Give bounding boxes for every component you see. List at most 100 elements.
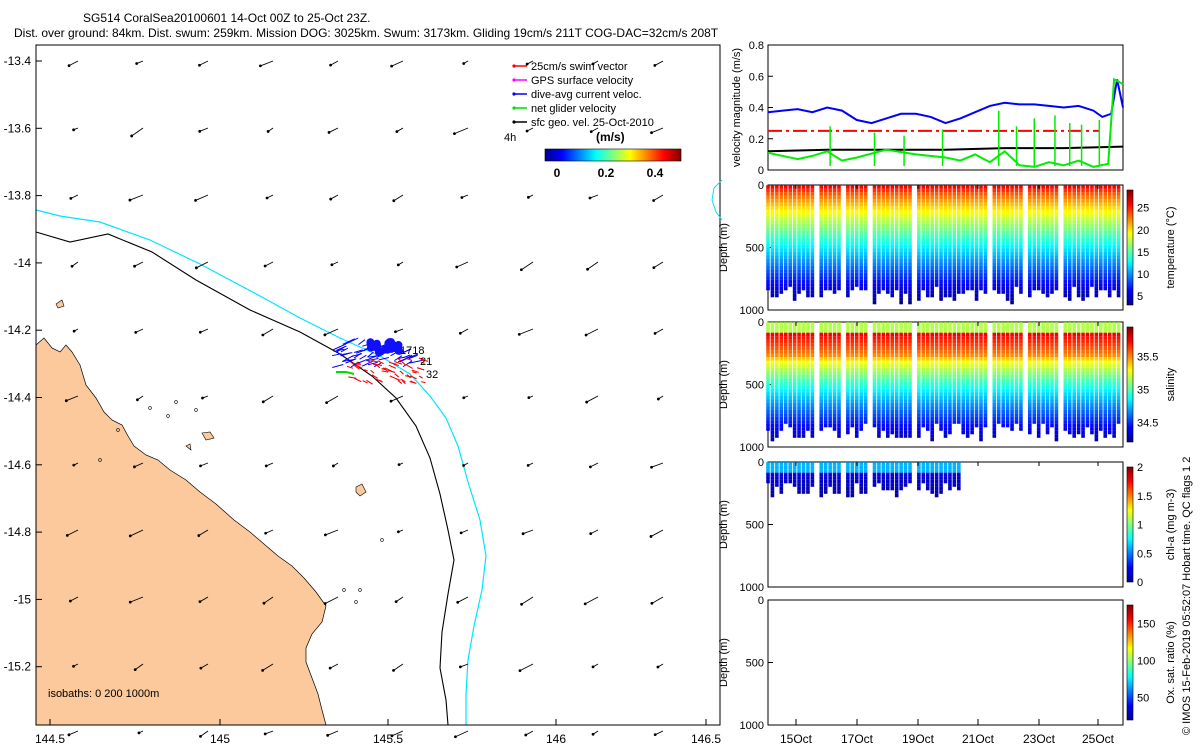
profile-marker xyxy=(1015,266,1019,270)
profile-marker xyxy=(1112,241,1116,245)
profile-marker xyxy=(1081,287,1085,291)
profile-marker xyxy=(1019,213,1023,217)
profile-marker xyxy=(833,287,837,291)
profile-marker xyxy=(811,333,815,337)
profile-marker xyxy=(1077,217,1081,221)
profile-marker xyxy=(1072,252,1076,256)
profile-marker xyxy=(846,196,850,200)
profile-marker xyxy=(1001,238,1005,242)
profile-marker xyxy=(1095,255,1099,259)
profile-marker xyxy=(775,224,779,228)
profile-marker xyxy=(775,276,779,280)
profile-marker xyxy=(1055,283,1059,287)
profile-marker xyxy=(877,241,881,245)
profile-marker xyxy=(975,238,979,242)
profile-marker xyxy=(895,424,899,428)
profile-marker xyxy=(908,255,912,259)
profile-marker xyxy=(784,283,788,287)
profile-marker xyxy=(935,283,939,287)
profile-marker xyxy=(797,343,801,347)
profile-marker xyxy=(788,217,792,221)
vector-arrow-head xyxy=(129,601,132,604)
profile-marker xyxy=(1081,326,1085,330)
profile-marker xyxy=(953,252,957,256)
profile-marker xyxy=(953,196,957,200)
profile-marker xyxy=(922,326,926,330)
profile-marker xyxy=(895,406,899,410)
profile-marker xyxy=(837,333,841,337)
profile-marker xyxy=(917,347,921,351)
profile-marker xyxy=(877,245,881,249)
profile-marker xyxy=(1006,340,1010,344)
profile-marker xyxy=(993,347,997,351)
profile-marker xyxy=(1090,280,1094,284)
profile-marker xyxy=(797,403,801,407)
profile-marker xyxy=(1103,420,1107,424)
profile-marker xyxy=(993,389,997,393)
profile-marker xyxy=(890,280,894,284)
profile-marker xyxy=(957,364,961,368)
profile-marker xyxy=(1019,420,1023,424)
profile-marker xyxy=(797,196,801,200)
profile-marker xyxy=(819,185,823,189)
profile-marker xyxy=(1064,294,1068,298)
profile-marker xyxy=(993,368,997,372)
profile-marker xyxy=(908,297,912,301)
profile-marker xyxy=(1081,420,1085,424)
profile-marker xyxy=(904,399,908,403)
vector-arrow-head xyxy=(129,199,132,202)
profile-marker xyxy=(1077,364,1081,368)
profile-marker xyxy=(1019,206,1023,210)
profile-marker xyxy=(806,290,810,294)
profile-marker xyxy=(784,185,788,189)
profile-marker xyxy=(851,350,855,354)
profile-marker xyxy=(890,361,894,365)
profile-marker xyxy=(1099,199,1103,203)
vector-arrow-head xyxy=(68,733,71,736)
profile-marker xyxy=(886,255,890,259)
profile-marker xyxy=(855,206,859,210)
profile-marker xyxy=(873,266,877,270)
profile-marker xyxy=(926,354,930,358)
profile-marker xyxy=(873,333,877,337)
profile-marker xyxy=(766,399,770,403)
profile-marker xyxy=(771,199,775,203)
profile-marker xyxy=(1037,266,1041,270)
profile-marker xyxy=(1046,361,1050,365)
profile-marker xyxy=(771,252,775,256)
profile-marker xyxy=(877,196,881,200)
profile-marker xyxy=(784,206,788,210)
profile-marker xyxy=(855,234,859,238)
profile-marker xyxy=(833,192,837,196)
profile-marker xyxy=(877,406,881,410)
profile-marker xyxy=(930,413,934,417)
profile-marker xyxy=(953,413,957,417)
profile-marker xyxy=(1072,403,1076,407)
profile-marker xyxy=(819,269,823,273)
profile-marker xyxy=(908,269,912,273)
profile-marker xyxy=(1028,185,1032,189)
profile-marker xyxy=(771,333,775,337)
profile-marker xyxy=(895,276,899,280)
profile-marker xyxy=(828,378,832,382)
profile-marker xyxy=(1090,410,1094,414)
profile-marker xyxy=(939,238,943,242)
profile-marker xyxy=(1081,224,1085,228)
profile-marker xyxy=(806,424,810,428)
profile-marker xyxy=(819,343,823,347)
profile-marker xyxy=(993,280,997,284)
profile-marker xyxy=(877,210,881,214)
profile-marker xyxy=(984,231,988,235)
profile-marker xyxy=(890,378,894,382)
profile-marker xyxy=(930,189,934,193)
profile-marker xyxy=(882,210,886,214)
profile-marker xyxy=(1068,280,1072,284)
profile-marker xyxy=(837,347,841,351)
profile-marker xyxy=(1064,248,1068,252)
profile-marker xyxy=(944,361,948,365)
profile-marker xyxy=(797,241,801,245)
vector-arrow-head xyxy=(462,396,465,399)
profile-marker xyxy=(1050,262,1054,266)
profile-marker xyxy=(895,413,899,417)
profile-marker xyxy=(882,276,886,280)
